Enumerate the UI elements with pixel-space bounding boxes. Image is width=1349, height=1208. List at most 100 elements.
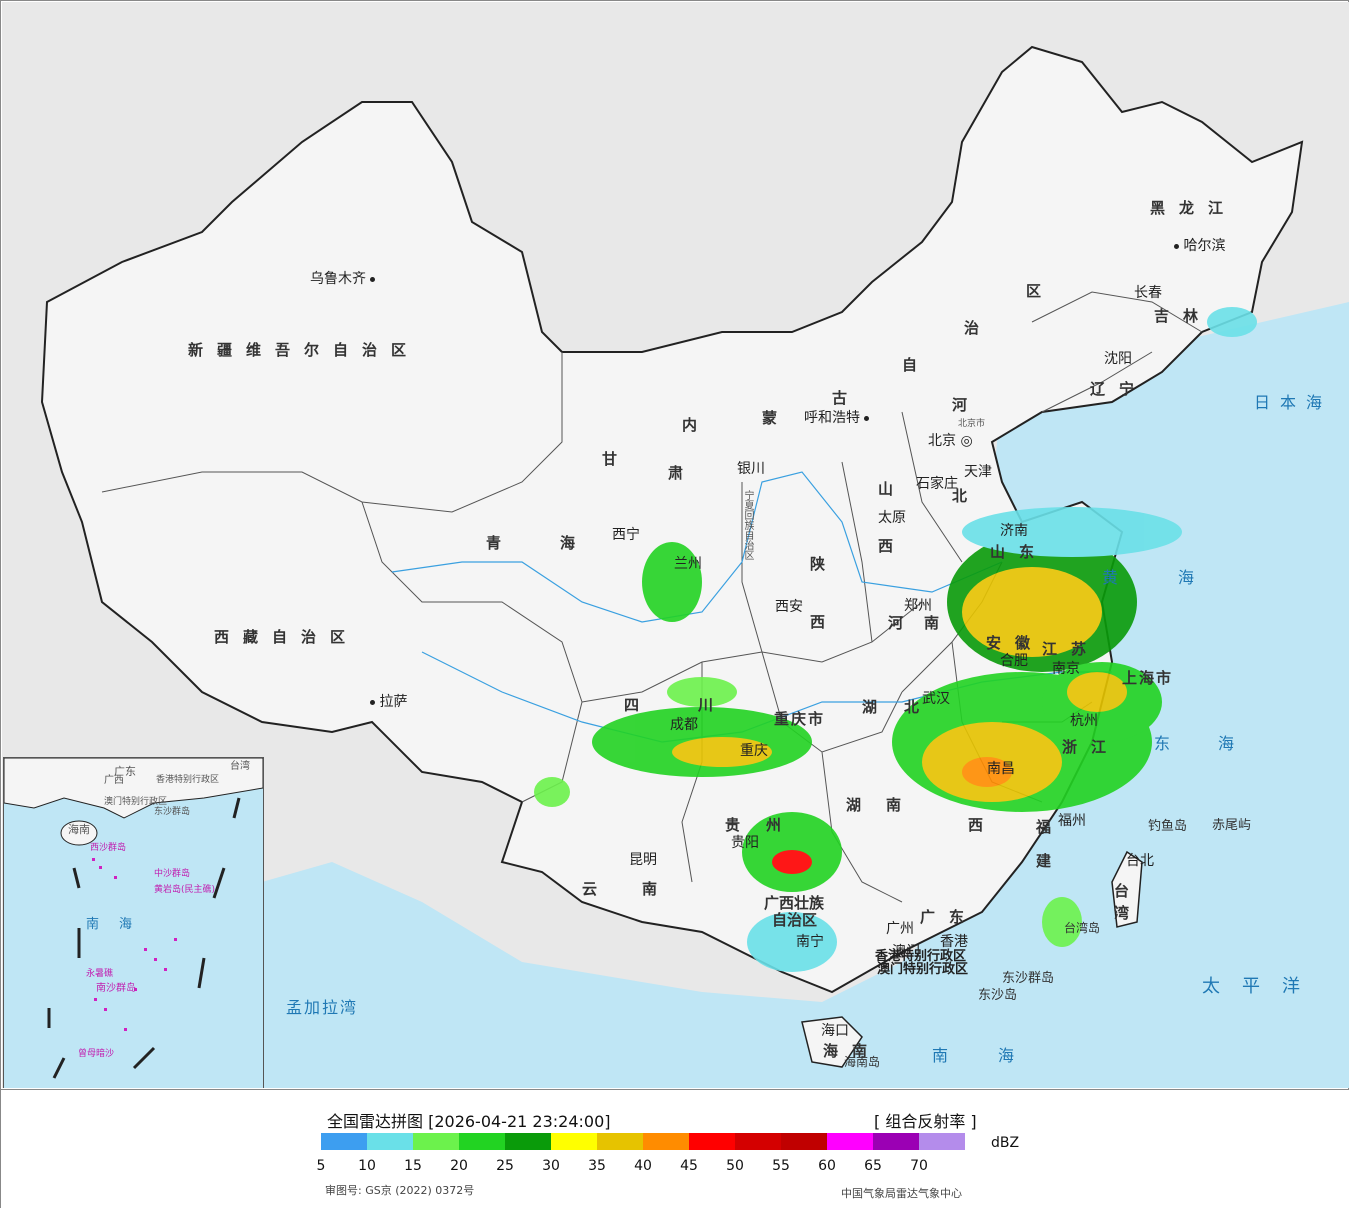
province-gansu-1: 甘 <box>602 450 632 468</box>
inset-huangyan: 黄岩岛(民主礁) <box>154 885 216 895</box>
city-hangzhou: 杭州 <box>1070 713 1098 729</box>
province-xinjiang: 新疆维吾尔自治区 <box>188 341 421 359</box>
province-guangdong: 广东 <box>920 908 979 926</box>
legend-tick-label: 45 <box>680 1158 698 1174</box>
city-nanning: 南宁 <box>796 934 824 950</box>
province-jiangsu: 江苏 <box>1042 640 1101 658</box>
legend-tick-label: 70 <box>910 1158 928 1174</box>
province-jilin: 吉林 <box>1154 307 1213 325</box>
radar-echoes <box>534 307 1257 972</box>
inset-svg <box>4 758 263 1079</box>
city-jinan: 济南 <box>1000 523 1028 539</box>
inset-zhongsha: 中沙群岛 <box>154 869 191 879</box>
legend-color-bar <box>321 1133 965 1150</box>
city-lhasa: 拉萨 <box>366 695 407 709</box>
province-sichuan-1: 四 <box>624 696 654 714</box>
province-neimenggu-6: 区 <box>1026 282 1056 300</box>
city-shenyang: 沈阳 <box>1104 351 1132 367</box>
province-neimenggu-3: 古 <box>832 389 862 407</box>
city-haikou: 海口 <box>821 1023 849 1039</box>
province-guizhou-1: 贵 <box>725 816 755 834</box>
city-fuzhou: 福州 <box>1058 813 1086 829</box>
city-zhengzhou: 郑州 <box>904 598 932 614</box>
place-chiwei: 赤尾屿 <box>1212 818 1252 833</box>
province-taiwan-1: 台 <box>1114 882 1144 900</box>
sea-east: 东海 <box>1154 734 1283 753</box>
sea-area <box>262 302 1349 1088</box>
place-dongsha-qundao: 东沙群岛 <box>1002 971 1055 986</box>
legend-tick-label: 25 <box>496 1158 514 1174</box>
inset-macau: 澳门特别行政区 <box>104 797 168 807</box>
city-kunming: 昆明 <box>629 852 657 868</box>
province-neimenggu-1: 内 <box>682 416 712 434</box>
province-hebei-2: 北 <box>952 487 982 505</box>
province-henan-1: 河 <box>888 614 918 632</box>
inset-guangxi: 广西 <box>104 775 124 786</box>
city-changchun: 长春 <box>1134 285 1162 301</box>
province-yunnan-2: 南 <box>642 880 672 898</box>
city-chengdu: 成都 <box>670 717 698 733</box>
city-xian: 西安 <box>775 599 803 615</box>
province-zhejiang: 浙江 <box>1062 738 1121 756</box>
inset-hk: 香港特别行政区 <box>156 775 220 785</box>
legend-title: 全国雷达拼图 [2026-04-21 23:24:00] <box>327 1112 611 1131</box>
inset-hainan <box>60 820 98 846</box>
legend-product: [ 组合反射率 ] <box>874 1112 977 1131</box>
province-sichuan-2: 川 <box>698 696 728 714</box>
legend-swatch <box>551 1133 597 1150</box>
province-chongqing: 重庆市 <box>774 710 826 728</box>
province-fujian-1: 福 <box>1036 818 1066 836</box>
legend-tick-label: 65 <box>864 1158 882 1174</box>
city-urumqi: 乌鲁木齐 <box>310 272 375 286</box>
legend-swatch <box>735 1133 781 1150</box>
inset-hainan: 海南 <box>68 823 90 836</box>
province-liaoning: 辽宁 <box>1090 380 1149 398</box>
province-jiangxi-2: 西 <box>968 816 998 834</box>
province-guangxi-2: 自治区 <box>772 911 818 929</box>
province-neimenggu-4: 自 <box>902 356 932 374</box>
province-hubei-1: 湖 <box>862 698 892 716</box>
inset-guangdong: 广东 <box>114 765 136 778</box>
city-harbin: 哈尔滨 <box>1170 239 1225 253</box>
sea-south: 南海 <box>932 1046 1065 1065</box>
hainan-island <box>801 1016 863 1068</box>
city-hohhot: 呼和浩特 <box>804 411 869 425</box>
province-shanghai: 上海市 <box>1122 669 1174 687</box>
legend-swatch <box>413 1133 459 1150</box>
inset-dongsha: 东沙群岛 <box>154 807 191 817</box>
province-yunnan-1: 云 <box>582 880 612 898</box>
province-fujian-2: 建 <box>1036 852 1066 870</box>
legend-tick-label: 15 <box>404 1158 422 1174</box>
province-hunan-2: 南 <box>886 796 916 814</box>
province-shandong: 山东 <box>990 543 1049 561</box>
city-shijiazhuang: 石家庄 <box>916 476 958 492</box>
city-nanchang: 南昌 <box>987 761 1015 777</box>
inset-south-sea: 南海 <box>86 917 153 932</box>
province-guizhou-2: 州 <box>766 816 796 834</box>
place-hainan-island: 海南岛 <box>844 1055 881 1069</box>
province-shaanxi-1: 陕 <box>810 555 840 573</box>
province-hebei-1: 河 <box>952 396 982 414</box>
legend-tick-label: 10 <box>358 1158 376 1174</box>
province-guangxi-1: 广西壮族 <box>764 894 825 912</box>
province-shanxi-1: 山 <box>878 480 908 498</box>
province-hk: 香港特别行政区 <box>875 949 967 964</box>
legend-tick-label: 50 <box>726 1158 744 1174</box>
city-lanzhou: 兰州 <box>674 556 702 572</box>
place-beijing-shi: 北京市 <box>958 419 986 429</box>
city-hefei: 合肥 <box>1000 653 1028 669</box>
province-neimenggu-5: 治 <box>964 319 994 337</box>
legend-tick-label: 35 <box>588 1158 606 1174</box>
legend-swatch <box>873 1133 919 1150</box>
legend-swatch <box>827 1133 873 1150</box>
city-xining: 西宁 <box>612 527 640 543</box>
province-gansu-2: 肃 <box>668 464 698 482</box>
inset-nansha: 南沙群岛 <box>96 983 136 994</box>
city-guiyang: 贵阳 <box>731 835 759 851</box>
city-taipei: 台北 <box>1126 853 1154 869</box>
city-beijing: 北京 ◎ <box>928 433 973 449</box>
place-dongsha-dao: 东沙岛 <box>978 988 1018 1003</box>
legend-swatch <box>321 1133 367 1150</box>
legend-source: 中国气象局雷达气象中心 <box>841 1187 962 1200</box>
